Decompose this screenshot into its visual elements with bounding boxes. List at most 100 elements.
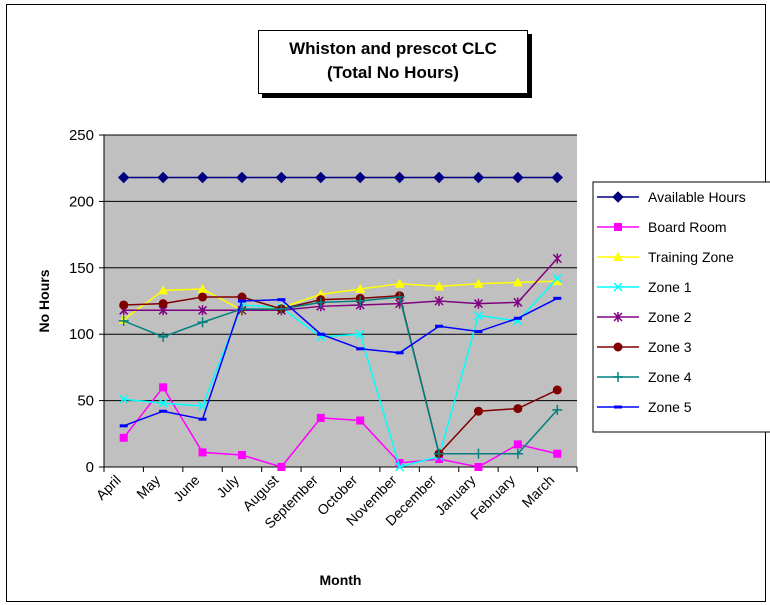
data-point bbox=[119, 424, 128, 428]
data-point bbox=[315, 171, 327, 184]
data-point bbox=[276, 303, 287, 314]
legend-label: Available Hours bbox=[648, 189, 746, 205]
data-point bbox=[159, 409, 168, 413]
data-point bbox=[613, 282, 623, 292]
data-point bbox=[355, 329, 365, 339]
y-axis-label: No Hours bbox=[36, 269, 52, 332]
x-tick-label: July bbox=[213, 472, 242, 501]
data-point bbox=[394, 292, 405, 303]
data-point bbox=[277, 463, 286, 471]
data-point bbox=[434, 448, 445, 459]
data-point bbox=[613, 252, 623, 261]
data-point bbox=[198, 401, 208, 411]
data-point bbox=[237, 292, 247, 302]
series-6 bbox=[118, 292, 563, 459]
legend: Available Hours Board Room Training Zone Zo… bbox=[592, 181, 770, 433]
data-point bbox=[356, 416, 365, 425]
data-point bbox=[393, 171, 406, 184]
legend-item: Board Room bbox=[597, 219, 727, 235]
legend-item: Zone 4 bbox=[597, 369, 692, 385]
chart-title-line-2: (Total No Hours) bbox=[327, 63, 459, 82]
data-point bbox=[553, 449, 562, 458]
data-point bbox=[196, 171, 209, 184]
legend-item: Zone 1 bbox=[597, 279, 692, 295]
data-point bbox=[473, 311, 483, 321]
data-point bbox=[552, 253, 562, 264]
data-point bbox=[277, 298, 286, 302]
data-point bbox=[434, 281, 445, 291]
data-point bbox=[395, 459, 404, 468]
data-point bbox=[118, 315, 129, 326]
data-point bbox=[119, 394, 129, 404]
x-axis-label: Month bbox=[320, 572, 362, 588]
gridlines bbox=[103, 134, 577, 468]
data-point bbox=[613, 312, 623, 322]
data-point bbox=[356, 347, 365, 351]
data-point bbox=[315, 297, 326, 308]
data-point bbox=[198, 417, 207, 421]
data-point bbox=[513, 316, 522, 320]
legend-label: Zone 5 bbox=[648, 399, 692, 415]
legend-item: Zone 3 bbox=[597, 339, 692, 355]
data-point bbox=[512, 171, 524, 184]
data-point bbox=[316, 332, 325, 336]
data-point bbox=[395, 351, 404, 355]
data-point bbox=[119, 433, 128, 442]
data-point bbox=[433, 171, 445, 184]
x-tick-label: June bbox=[170, 472, 203, 505]
y-tick-label: 150 bbox=[69, 260, 94, 277]
series-line bbox=[123, 277, 558, 468]
data-point bbox=[434, 296, 444, 306]
data-point bbox=[158, 331, 169, 342]
data-point bbox=[474, 463, 483, 471]
data-point bbox=[435, 324, 444, 328]
legend-item: Available Hours bbox=[597, 189, 746, 205]
data-point bbox=[158, 285, 169, 295]
y-tick-label: 250 bbox=[69, 127, 94, 144]
data-point bbox=[158, 299, 168, 309]
legend-label: Zone 2 bbox=[648, 309, 692, 325]
chart-title-line-1: Whiston and prescot CLC bbox=[289, 39, 497, 58]
data-point bbox=[473, 278, 484, 288]
y-tick-label: 0 bbox=[86, 459, 94, 476]
data-point bbox=[473, 298, 483, 309]
legend-item: Training Zone bbox=[597, 249, 734, 265]
data-point bbox=[316, 413, 325, 422]
data-point bbox=[552, 276, 563, 286]
series-line bbox=[123, 294, 558, 456]
legend-item: Zone 5 bbox=[597, 399, 692, 415]
data-point bbox=[158, 398, 168, 408]
data-point bbox=[613, 372, 623, 382]
series-0 bbox=[118, 171, 563, 184]
series-line bbox=[123, 258, 558, 312]
data-point bbox=[553, 296, 562, 300]
series-line bbox=[123, 280, 558, 321]
data-point bbox=[197, 284, 208, 294]
series-group bbox=[118, 171, 563, 472]
data-point bbox=[159, 383, 168, 392]
legend-label: Zone 4 bbox=[648, 369, 692, 385]
legend-label: Board Room bbox=[648, 219, 727, 235]
data-point bbox=[435, 455, 444, 464]
series-7 bbox=[119, 296, 562, 428]
data-point bbox=[613, 342, 623, 352]
legend-item: Zone 2 bbox=[597, 309, 692, 325]
data-point bbox=[552, 385, 562, 395]
data-point bbox=[512, 448, 523, 459]
data-point bbox=[472, 171, 485, 184]
y-axis-ticks: 0 50 100 150 200 250 bbox=[69, 127, 104, 476]
x-tick-label: May bbox=[133, 472, 163, 502]
data-point bbox=[355, 284, 366, 294]
data-point bbox=[512, 277, 523, 287]
data-point bbox=[197, 317, 208, 328]
data-point bbox=[355, 296, 366, 306]
legend-label: Zone 3 bbox=[648, 339, 692, 355]
data-point bbox=[394, 278, 405, 288]
data-point bbox=[236, 171, 248, 184]
legend-label: Zone 1 bbox=[648, 279, 692, 295]
data-point bbox=[157, 171, 169, 184]
series-line bbox=[123, 386, 558, 468]
x-axis-ticks: April May June JulyAugustSeptemberOctoberNo… bbox=[93, 467, 578, 532]
data-point bbox=[198, 305, 208, 316]
